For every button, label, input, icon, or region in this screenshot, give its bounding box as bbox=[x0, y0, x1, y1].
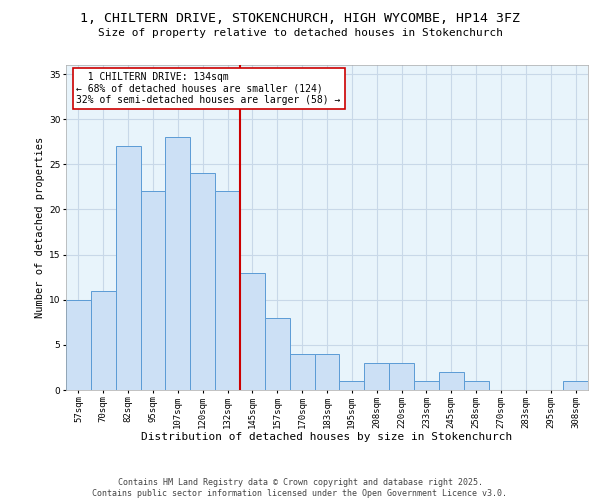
Text: Size of property relative to detached houses in Stokenchurch: Size of property relative to detached ho… bbox=[97, 28, 503, 38]
Bar bbox=[66, 300, 91, 390]
X-axis label: Distribution of detached houses by size in Stokenchurch: Distribution of detached houses by size … bbox=[142, 432, 512, 442]
Text: 1, CHILTERN DRIVE, STOKENCHURCH, HIGH WYCOMBE, HP14 3FZ: 1, CHILTERN DRIVE, STOKENCHURCH, HIGH WY… bbox=[80, 12, 520, 26]
Text: Contains HM Land Registry data © Crown copyright and database right 2025.
Contai: Contains HM Land Registry data © Crown c… bbox=[92, 478, 508, 498]
Bar bbox=[166, 137, 190, 390]
Bar bbox=[464, 381, 488, 390]
Bar bbox=[314, 354, 340, 390]
Bar bbox=[240, 272, 265, 390]
Bar bbox=[414, 381, 439, 390]
Bar bbox=[563, 381, 588, 390]
Bar bbox=[91, 290, 116, 390]
Y-axis label: Number of detached properties: Number of detached properties bbox=[35, 137, 45, 318]
Bar bbox=[215, 192, 240, 390]
Bar bbox=[340, 381, 364, 390]
Bar bbox=[389, 363, 414, 390]
Bar bbox=[290, 354, 314, 390]
Text: 1 CHILTERN DRIVE: 134sqm  
← 68% of detached houses are smaller (124)
32% of sem: 1 CHILTERN DRIVE: 134sqm ← 68% of detach… bbox=[76, 72, 341, 104]
Bar bbox=[116, 146, 140, 390]
Bar bbox=[190, 174, 215, 390]
Bar bbox=[364, 363, 389, 390]
Bar bbox=[439, 372, 464, 390]
Bar bbox=[265, 318, 290, 390]
Bar bbox=[140, 192, 166, 390]
